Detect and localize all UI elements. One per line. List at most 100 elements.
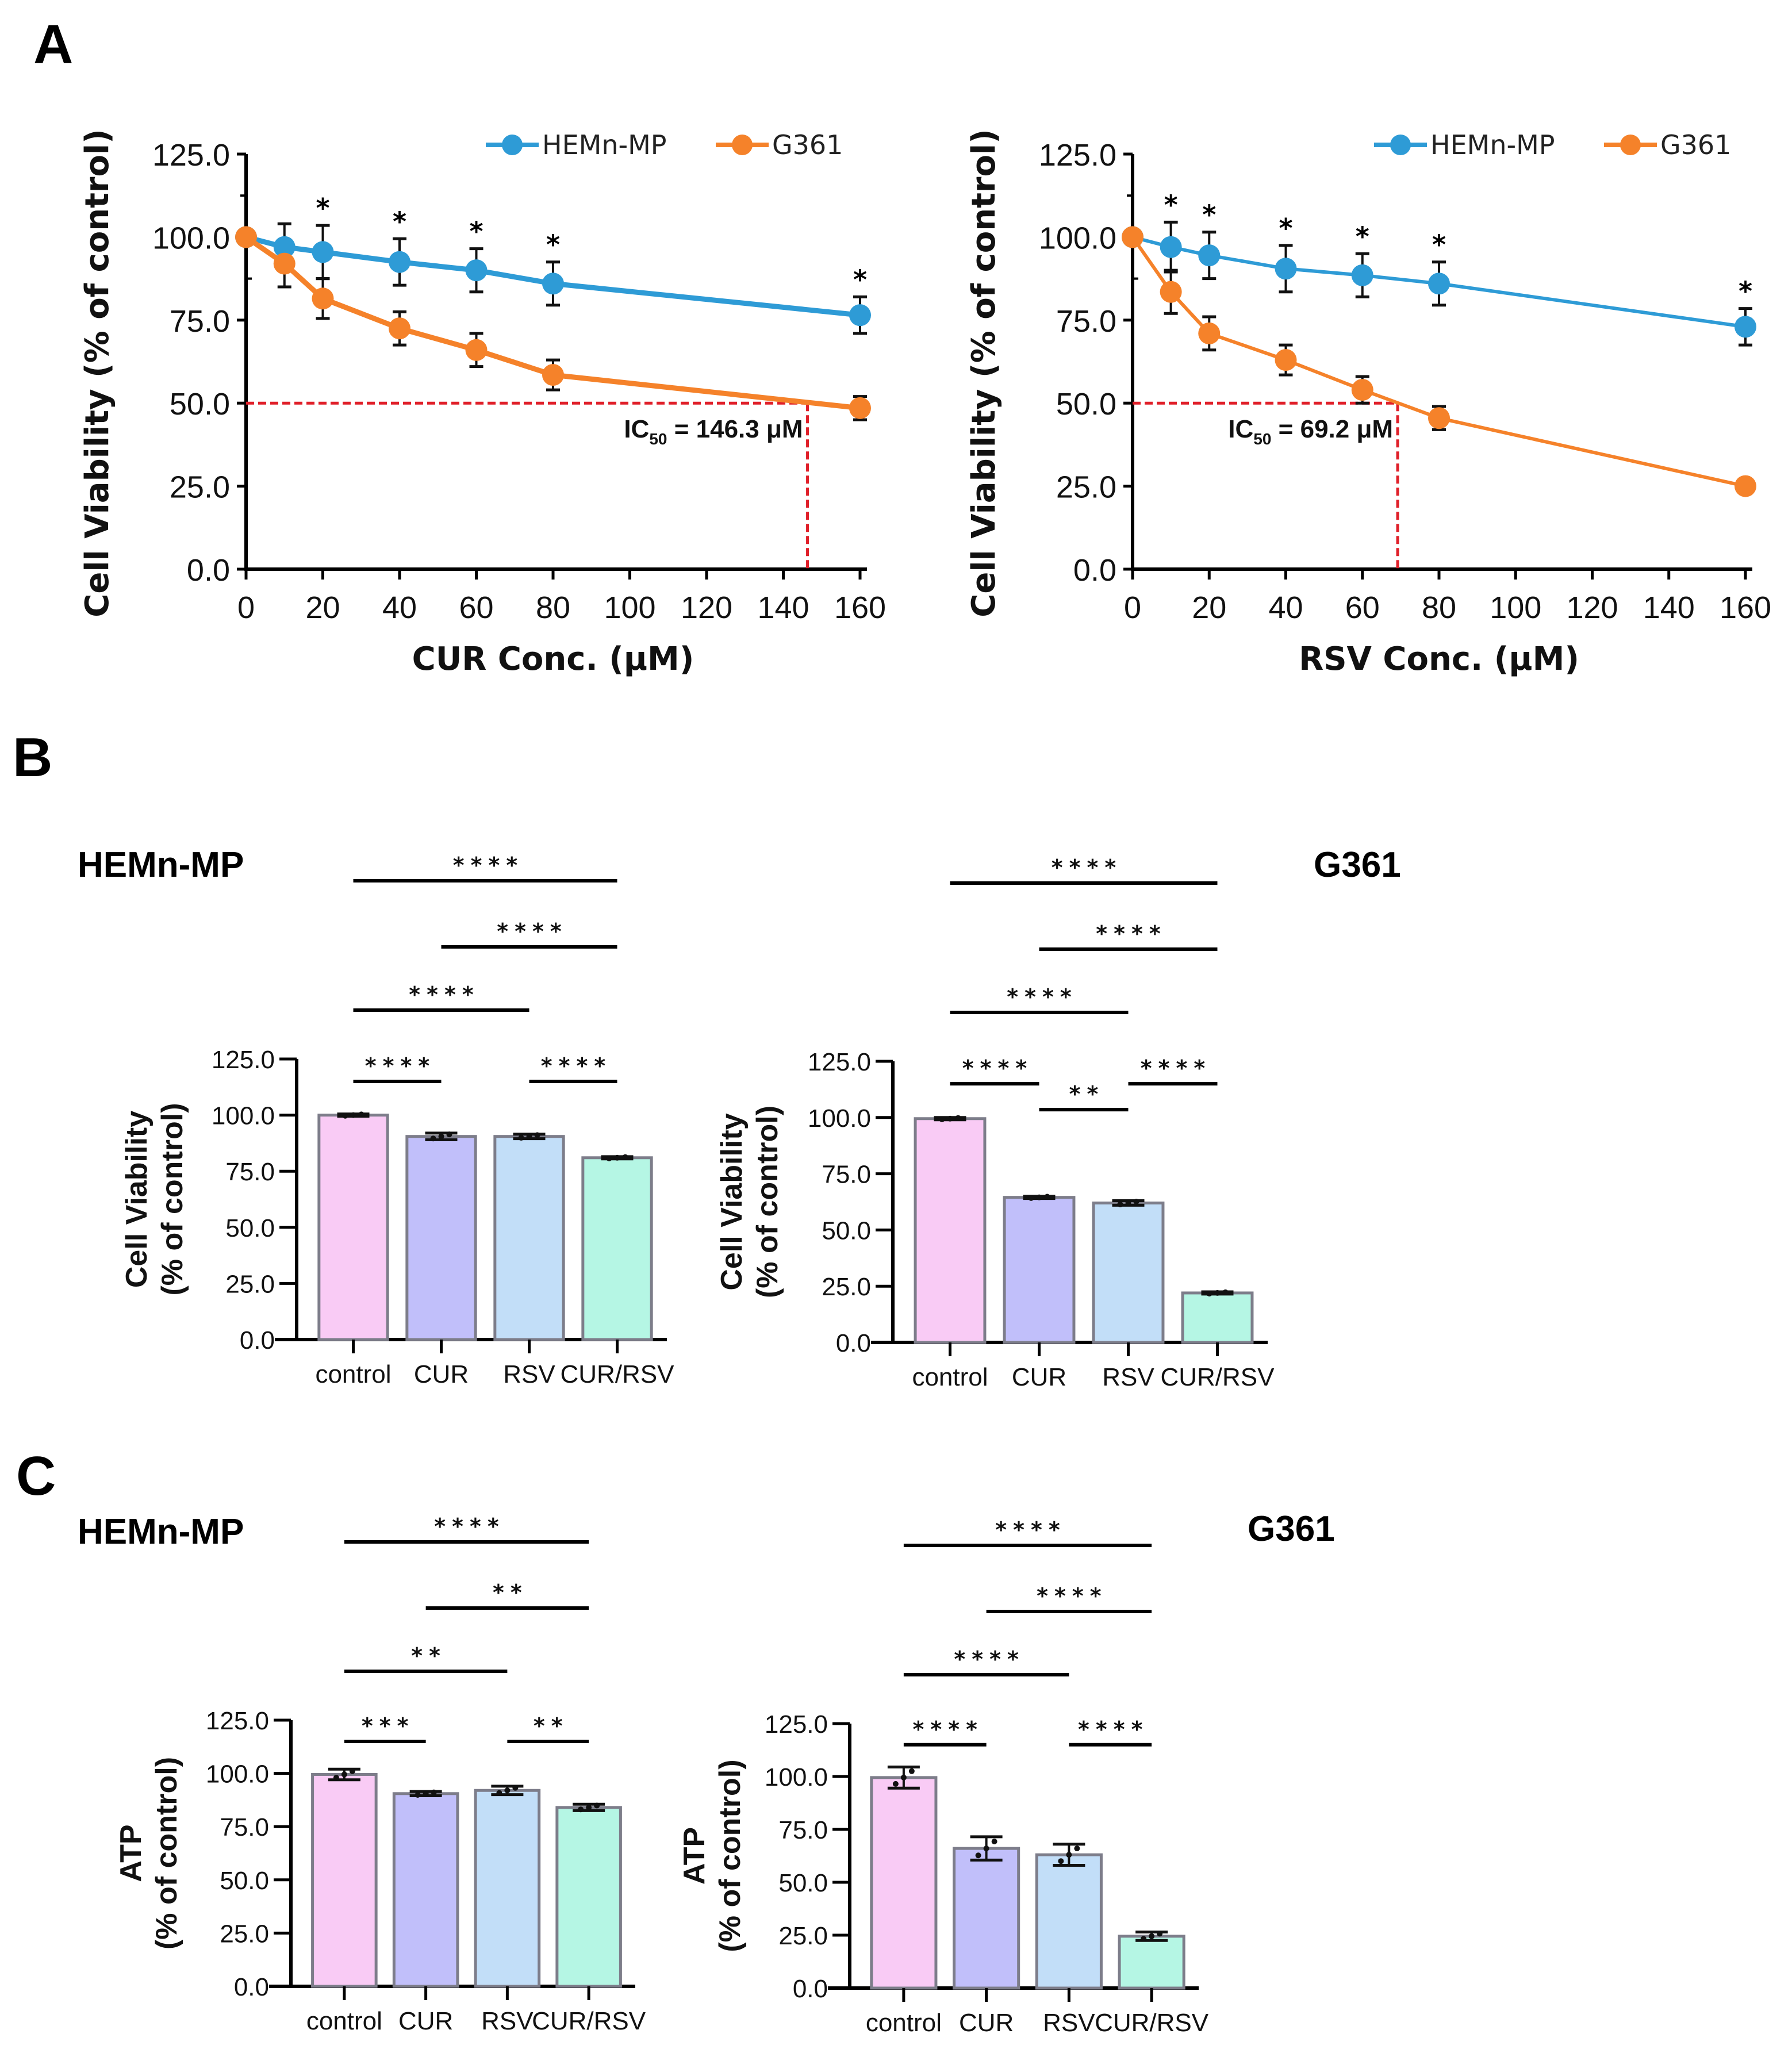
replicate-point — [1133, 1199, 1139, 1205]
y-tick-label: 75.0 — [170, 304, 230, 339]
significance-star: * — [1432, 229, 1446, 260]
y-tick-label: 125.0 — [765, 1710, 828, 1739]
line-chart-cur: 0.0 25.0 50.0 75.0 100.0 125.0 0 20 40 60 80 100 120… — [79, 129, 886, 678]
replicate-point — [1141, 1936, 1147, 1942]
y-tick-label: 100.0 — [152, 221, 230, 255]
ic50-label-main: IC — [1228, 415, 1253, 443]
y-axis-title-line1: ATP — [678, 1827, 711, 1885]
replicate-point — [1117, 1201, 1123, 1207]
x-axis-title: RSV Conc. (μM) — [1299, 640, 1579, 678]
y-tick-label: 125.0 — [1039, 138, 1116, 172]
replicate-point — [939, 1116, 945, 1122]
x-tick-label: 0 — [1124, 590, 1141, 625]
data-point-g361 — [1428, 407, 1450, 429]
x-tick-label: 140 — [757, 590, 809, 625]
replicate-point — [955, 1115, 961, 1121]
replicate-point — [578, 1806, 584, 1813]
replicate-point — [1125, 1200, 1131, 1206]
data-point-g361 — [1735, 475, 1756, 497]
y-axis-title-line2: (% of control) — [156, 1103, 189, 1295]
y-tick-label: 50.0 — [225, 1214, 275, 1242]
replicate-point — [333, 1775, 339, 1781]
y-tick-label: 25.0 — [170, 470, 230, 505]
x-tick-label: 40 — [1268, 590, 1303, 625]
x-tick-label: 60 — [459, 590, 493, 625]
replicate-point — [1044, 1194, 1050, 1200]
significance-label: ** — [1068, 1081, 1104, 1107]
significance-label: **** — [408, 982, 479, 1007]
bar-cur — [1003, 1196, 1076, 1344]
significance-label: **** — [452, 853, 523, 878]
replicate-point — [430, 1135, 436, 1142]
data-point-g361 — [1160, 281, 1182, 303]
x-tick-label: RSV — [481, 2007, 534, 2035]
significance-label: **** — [995, 1517, 1066, 1542]
replicate-point — [1036, 1194, 1042, 1200]
y-tick-label: 75.0 — [1056, 304, 1116, 339]
y-tick-label: 50.0 — [220, 1867, 269, 1895]
x-tick-label: control — [315, 1360, 391, 1388]
data-point-g361 — [1275, 349, 1297, 371]
replicate-point — [438, 1133, 444, 1139]
ic50-label-value: = 146.3 μM — [667, 415, 803, 443]
replicate-point — [1028, 1195, 1034, 1201]
significance-label: **** — [433, 1514, 505, 1539]
replicate-point — [1157, 1931, 1163, 1937]
y-tick-label: 0.0 — [793, 1975, 828, 2003]
bar-cur-rsv — [555, 1806, 622, 1988]
significance-star: * — [469, 216, 483, 247]
x-tick-label: CUR/RSV — [532, 2007, 646, 2035]
bar-chart-atp-g361: G361 0.0 25.0 50.0 75.0 100.0 125.0 ATP (% of co… — [678, 1509, 1335, 2037]
replicate-point — [622, 1154, 628, 1160]
data-point-hemn-mp — [389, 251, 410, 273]
replicate-point — [900, 1774, 907, 1781]
y-tick-label: 100.0 — [1039, 221, 1116, 255]
ic50-label-value: = 69.2 μM — [1271, 415, 1393, 443]
x-tick-label: CUR — [959, 2009, 1014, 2037]
ic50-label-subscript: 50 — [649, 430, 667, 448]
x-tick-label: CUR — [1012, 1363, 1066, 1391]
x-tick-label: RSV — [1102, 1363, 1154, 1391]
x-axis-title: CUR Conc. (μM) — [412, 640, 694, 678]
replicate-point — [614, 1154, 620, 1161]
significance-label: **** — [496, 919, 567, 944]
chart-title: G361 — [1248, 1509, 1335, 1549]
y-tick-label: 100.0 — [765, 1763, 828, 1791]
replicate-point — [423, 1790, 429, 1797]
bar-cur — [392, 1792, 459, 1988]
data-point-g361 — [542, 364, 564, 386]
y-axis-title-line2: (% of control) — [751, 1106, 784, 1298]
line-chart-rsv: 0.0 25.0 50.0 75.0 100.0 125.0 0 20 40 60 80 100 120… — [965, 129, 1771, 678]
replicate-point — [518, 1135, 524, 1141]
data-point-hemn-mp — [312, 241, 334, 263]
data-point-g361 — [273, 252, 296, 275]
replicate-point — [947, 1115, 953, 1122]
replicate-point — [1206, 1291, 1212, 1297]
panel-letter-b: B — [13, 727, 52, 788]
legend-label-g361: G361 — [1660, 129, 1731, 160]
bar-cur-rsv — [581, 1156, 653, 1341]
x-tick-label: control — [866, 2009, 942, 2037]
significance-label: **** — [912, 1717, 983, 1742]
y-tick-label: 125.0 — [808, 1048, 871, 1076]
replicate-point — [1149, 1933, 1155, 1939]
significance-label: **** — [1077, 1717, 1148, 1742]
bar-control — [311, 1772, 378, 1988]
x-tick-label: 20 — [1192, 590, 1226, 625]
y-axis-title-line2: (% of control) — [713, 1759, 747, 1952]
significance-label: **** — [1006, 984, 1077, 1010]
y-tick-label: 25.0 — [822, 1273, 871, 1301]
replicate-point — [415, 1792, 421, 1798]
significance-label: **** — [540, 1053, 611, 1079]
significance-star: * — [1356, 221, 1369, 252]
x-tick-label: 80 — [1422, 590, 1456, 625]
bar-chart-atp-hemn: HEMn-MP 0.0 25.0 50.0 75.0 100.0 125.0 ATP (% of… — [78, 1512, 646, 2035]
replicate-point — [349, 1768, 355, 1774]
y-tick-label: 100.0 — [212, 1102, 275, 1130]
data-point-g361 — [312, 287, 334, 310]
data-point-hemn-mp — [1735, 316, 1756, 338]
replicate-point — [526, 1133, 532, 1139]
y-tick-label: 0.0 — [187, 553, 230, 588]
y-tick-label: 100.0 — [808, 1104, 871, 1133]
